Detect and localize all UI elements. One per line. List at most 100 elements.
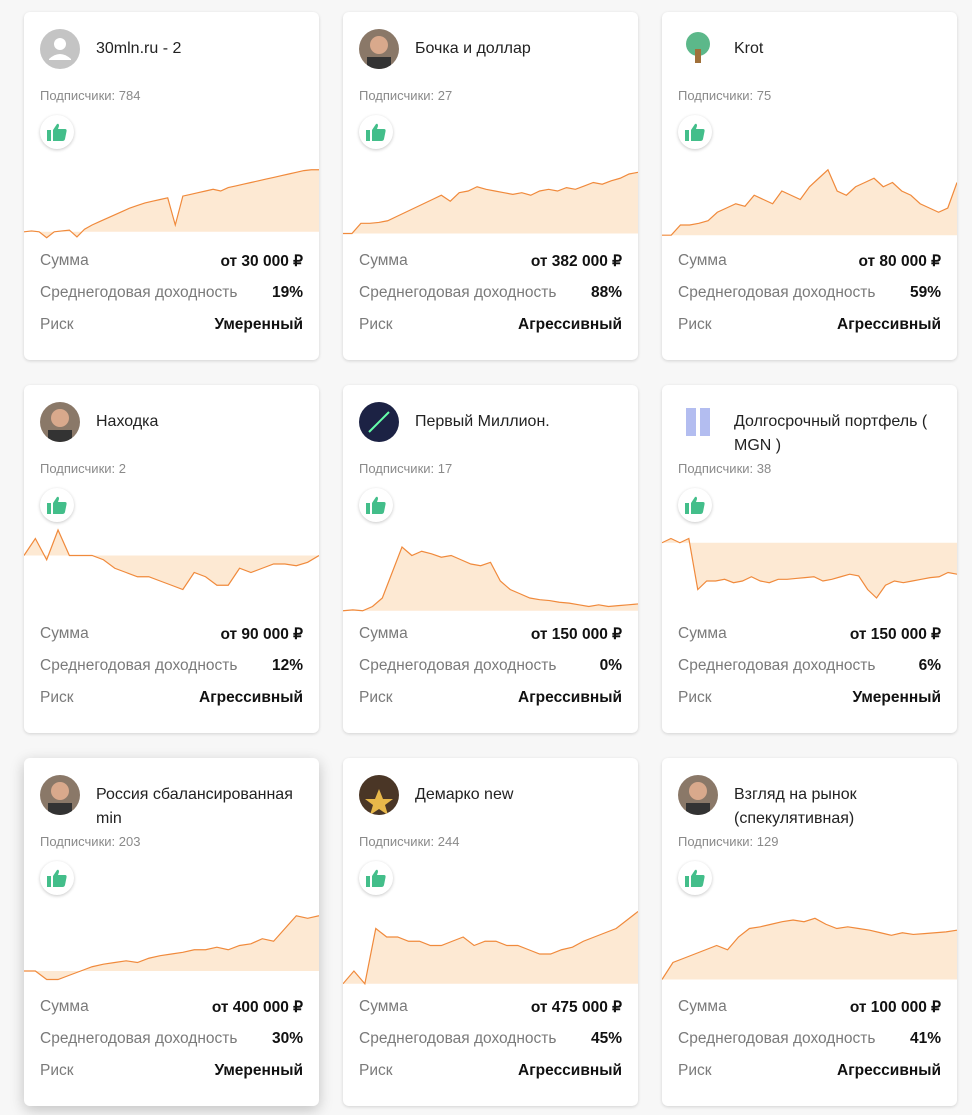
performance-chart	[662, 917, 957, 980]
risk-label: Риск	[40, 316, 74, 333]
portfolio-title[interactable]: Долгосрочный портфель ( MGN )	[734, 413, 928, 454]
risk-value: Агрессивный	[837, 316, 941, 333]
like-button[interactable]	[40, 488, 74, 522]
portfolio-title[interactable]: Взгляд на рынок (спекулятивная)	[734, 786, 857, 827]
thumbs-up-icon	[47, 869, 67, 887]
thumbs-up-icon	[685, 123, 705, 141]
performance-chart	[24, 169, 319, 239]
risk-value: Агрессивный	[518, 316, 622, 333]
yield-label: Среднегодовая доходность	[40, 1030, 238, 1047]
portfolio-card[interactable]: Бочка и доллар Подписчики: 27 Сумма от 38…	[343, 12, 638, 360]
chart-line	[343, 171, 638, 235]
yield-value: 88%	[590, 284, 622, 301]
like-button[interactable]	[678, 488, 712, 522]
risk-value: Агрессивный	[518, 1062, 622, 1079]
portfolio-title[interactable]: Krot	[734, 40, 764, 57]
chart-area	[343, 547, 638, 611]
portfolio-card[interactable]: Krot Подписчики: 75 Сумма от 80 000 ₽ Сре…	[662, 12, 957, 360]
avatar	[359, 402, 399, 442]
yield-label: Среднегодовая доходность	[359, 1030, 557, 1047]
chart-area	[343, 172, 638, 234]
chart-line	[343, 911, 638, 986]
chart-line	[24, 915, 319, 981]
subscribers-count: Подписчики: 784	[40, 88, 141, 103]
chart-line	[343, 545, 638, 612]
yield-label: Среднегодовая доходность	[678, 1030, 876, 1047]
yield-value: 19%	[271, 284, 303, 301]
chart-area	[662, 538, 957, 598]
portfolio-title[interactable]: Находка	[96, 413, 159, 430]
sum-value: от 150 000 ₽	[849, 626, 941, 643]
portfolio-grid: 30mln.ru - 2 Подписчики: 784 Сумма от 30 …	[24, 12, 957, 1106]
avatar	[359, 29, 399, 69]
risk-value: Умеренный	[214, 1062, 303, 1079]
risk-label: Риск	[40, 689, 74, 706]
portfolio-card[interactable]: Находка Подписчики: 2 Сумма от 90 000 ₽ С…	[24, 385, 319, 733]
subscribers-count: Подписчики: 203	[40, 834, 141, 849]
subscribers-count: Подписчики: 244	[359, 834, 460, 849]
sum-label: Сумма	[359, 998, 408, 1015]
avatar	[678, 775, 718, 815]
like-button[interactable]	[359, 115, 393, 149]
yield-value: 0%	[599, 657, 622, 674]
sum-value: от 400 000 ₽	[211, 999, 303, 1016]
like-button[interactable]	[678, 861, 712, 895]
yield-label: Среднегодовая доходность	[359, 657, 557, 674]
chart-line	[662, 168, 957, 236]
sum-label: Сумма	[678, 252, 727, 269]
thumbs-up-icon	[366, 496, 386, 514]
sum-value: от 30 000 ₽	[220, 253, 303, 270]
chart-area	[24, 530, 319, 590]
risk-label: Риск	[678, 316, 712, 333]
portfolio-card[interactable]: Первый Миллион. Подписчики: 17 Сумма от 1…	[343, 385, 638, 733]
like-button[interactable]	[678, 115, 712, 149]
thumbs-up-icon	[47, 496, 67, 514]
risk-label: Риск	[359, 316, 393, 333]
avatar	[40, 29, 80, 69]
portfolio-card[interactable]: Долгосрочный портфель ( MGN ) Подписчики…	[662, 385, 957, 733]
subscribers-count: Подписчики: 129	[678, 834, 779, 849]
like-button[interactable]	[40, 861, 74, 895]
portfolio-card[interactable]: Россия сбалансированная min Подписчики: …	[24, 758, 319, 1106]
yield-value: 59%	[909, 284, 941, 301]
avatar	[359, 775, 399, 815]
portfolio-title[interactable]: Демарко new	[415, 786, 514, 803]
like-button[interactable]	[40, 115, 74, 149]
performance-chart	[343, 911, 638, 986]
risk-value: Умеренный	[214, 316, 303, 333]
avatar	[40, 775, 80, 815]
sum-label: Сумма	[40, 252, 89, 269]
subscribers-count: Подписчики: 75	[678, 88, 772, 103]
like-button[interactable]	[359, 861, 393, 895]
portfolio-title[interactable]: Россия сбалансированная min	[96, 786, 293, 827]
portfolio-title[interactable]: 30mln.ru - 2	[96, 40, 182, 57]
chart-area	[343, 911, 638, 984]
sum-value: от 90 000 ₽	[220, 626, 303, 643]
like-button[interactable]	[359, 488, 393, 522]
chart-line	[24, 528, 319, 591]
sum-label: Сумма	[40, 625, 89, 642]
risk-label: Риск	[678, 1062, 712, 1079]
chart-line	[662, 917, 957, 980]
sum-label: Сумма	[359, 625, 408, 642]
avatar	[40, 402, 80, 442]
performance-chart	[24, 528, 319, 591]
portfolio-card[interactable]: Взгляд на рынок (спекулятивная) Подписчи…	[662, 758, 957, 1106]
yield-value: 6%	[918, 657, 941, 674]
sum-label: Сумма	[359, 252, 408, 269]
sum-value: от 100 000 ₽	[849, 999, 941, 1016]
yield-label: Среднегодовая доходность	[40, 284, 238, 301]
portfolio-title[interactable]: Бочка и доллар	[415, 40, 531, 57]
portfolio-card[interactable]: Демарко new Подписчики: 244 Сумма от 475 …	[343, 758, 638, 1106]
yield-label: Среднегодовая доходность	[359, 284, 557, 301]
sum-value: от 80 000 ₽	[858, 253, 941, 270]
risk-value: Агрессивный	[518, 689, 622, 706]
risk-label: Риск	[359, 689, 393, 706]
yield-label: Среднегодовая доходность	[40, 657, 238, 674]
portfolio-card[interactable]: 30mln.ru - 2 Подписчики: 784 Сумма от 30 …	[24, 12, 319, 360]
thumbs-up-icon	[685, 496, 705, 514]
sum-value: от 475 000 ₽	[530, 999, 622, 1016]
portfolio-title[interactable]: Первый Миллион.	[415, 413, 550, 430]
risk-label: Риск	[678, 689, 712, 706]
risk-label: Риск	[40, 1062, 74, 1079]
